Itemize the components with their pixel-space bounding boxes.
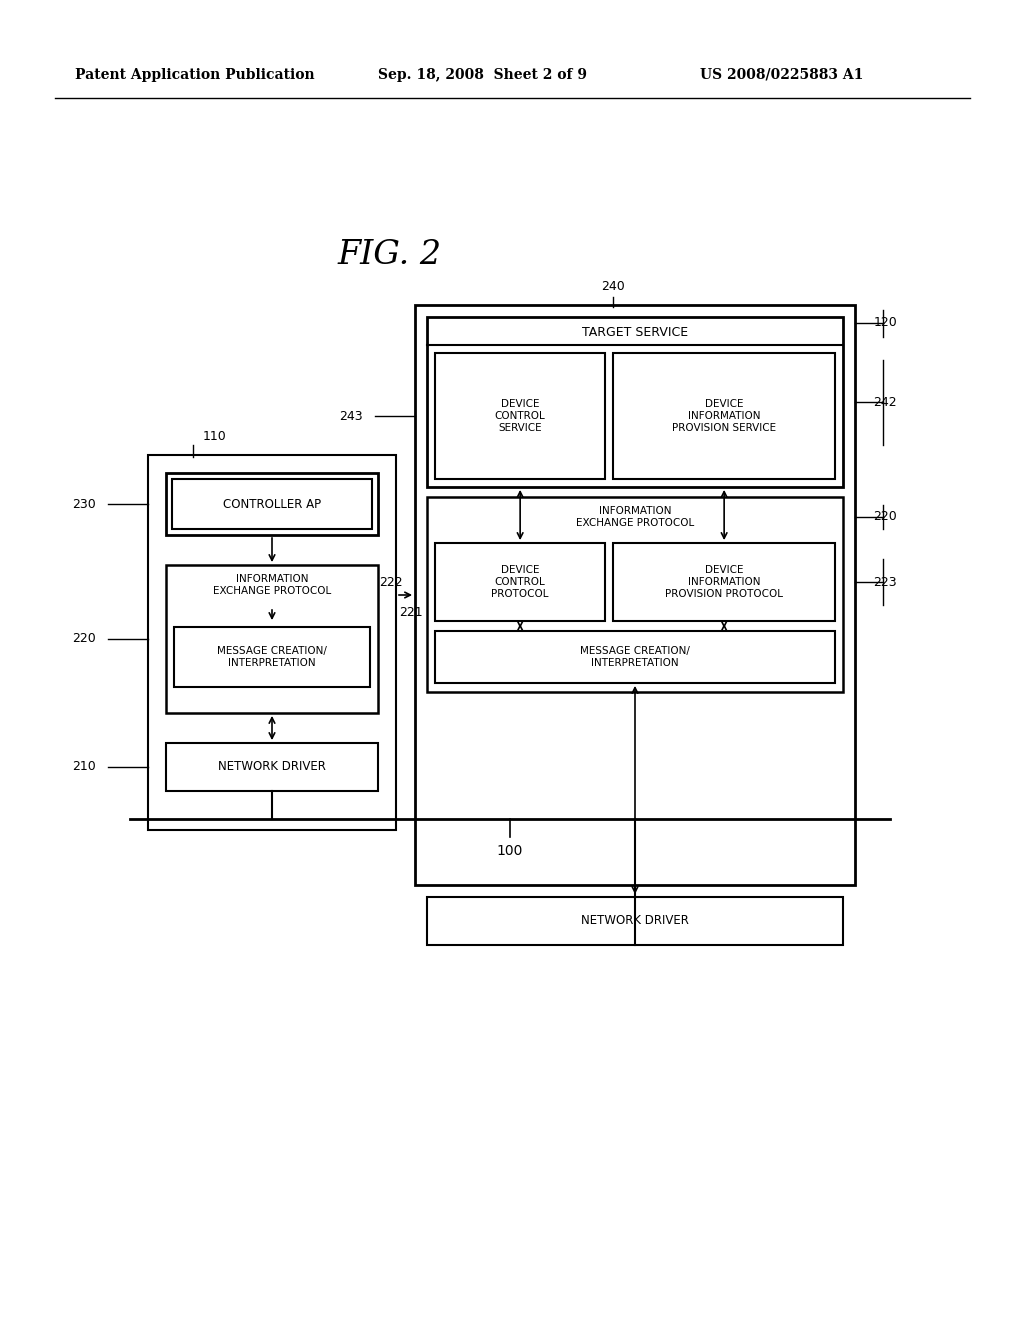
- Text: MESSAGE CREATION/
INTERPRETATION: MESSAGE CREATION/ INTERPRETATION: [217, 647, 327, 668]
- Text: 110: 110: [203, 430, 226, 444]
- Text: DEVICE
INFORMATION
PROVISION PROTOCOL: DEVICE INFORMATION PROVISION PROTOCOL: [666, 565, 783, 598]
- Text: 230: 230: [73, 498, 96, 511]
- Text: US 2008/0225883 A1: US 2008/0225883 A1: [700, 69, 863, 82]
- Text: 223: 223: [873, 576, 897, 589]
- Text: FIG. 2: FIG. 2: [338, 239, 442, 271]
- Text: DEVICE
INFORMATION
PROVISION SERVICE: DEVICE INFORMATION PROVISION SERVICE: [672, 400, 776, 433]
- Text: DEVICE
CONTROL
PROTOCOL: DEVICE CONTROL PROTOCOL: [492, 565, 549, 598]
- Text: 120: 120: [873, 317, 897, 330]
- Text: Patent Application Publication: Patent Application Publication: [75, 69, 314, 82]
- Bar: [174, 627, 370, 686]
- Bar: [613, 352, 835, 479]
- Bar: [435, 352, 605, 479]
- Text: 220: 220: [873, 511, 897, 524]
- Bar: [172, 479, 372, 529]
- Text: CONTROLLER AP: CONTROLLER AP: [223, 498, 322, 511]
- Text: 222: 222: [379, 577, 402, 590]
- Text: 243: 243: [339, 409, 362, 422]
- Text: INFORMATION
EXCHANGE PROTOCOL: INFORMATION EXCHANGE PROTOCOL: [213, 574, 331, 595]
- Bar: [427, 498, 843, 692]
- Text: MESSAGE CREATION/
INTERPRETATION: MESSAGE CREATION/ INTERPRETATION: [580, 647, 690, 668]
- Text: 220: 220: [73, 632, 96, 645]
- Bar: [427, 898, 843, 945]
- Bar: [166, 565, 378, 713]
- Text: 240: 240: [601, 281, 625, 293]
- Bar: [166, 473, 378, 535]
- Text: DEVICE
CONTROL
SERVICE: DEVICE CONTROL SERVICE: [495, 400, 546, 433]
- Bar: [435, 543, 605, 620]
- Text: 210: 210: [73, 760, 96, 774]
- Text: 221: 221: [398, 606, 422, 619]
- Text: Sep. 18, 2008  Sheet 2 of 9: Sep. 18, 2008 Sheet 2 of 9: [378, 69, 587, 82]
- Text: NETWORK DRIVER: NETWORK DRIVER: [581, 915, 689, 928]
- Text: NETWORK DRIVER: NETWORK DRIVER: [218, 760, 326, 774]
- Bar: [415, 305, 855, 884]
- Bar: [148, 455, 396, 830]
- Bar: [435, 631, 835, 682]
- Text: TARGET SERVICE: TARGET SERVICE: [582, 326, 688, 339]
- Text: 242: 242: [873, 396, 897, 408]
- Bar: [613, 543, 835, 620]
- Bar: [427, 317, 843, 487]
- Text: 100: 100: [497, 843, 523, 858]
- Bar: [166, 743, 378, 791]
- Text: INFORMATION
EXCHANGE PROTOCOL: INFORMATION EXCHANGE PROTOCOL: [575, 506, 694, 528]
